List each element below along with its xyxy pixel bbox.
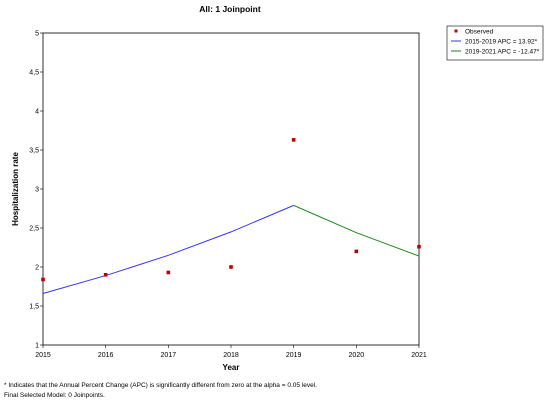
x-tick-label: 2015 <box>35 352 51 359</box>
series-lines <box>42 204 420 295</box>
y-tick-label: 2 <box>35 265 39 272</box>
y-axis-ticks: 1 1,5 2 2,5 3 3,5 4 4,5 5 <box>29 31 43 350</box>
y-tick-label: 4 <box>35 109 39 116</box>
x-axis-title: Year <box>223 363 240 372</box>
y-tick-label: 4,5 <box>29 70 39 77</box>
legend-series-1-label: 2015-2019 APC = 13.92* <box>465 39 538 46</box>
x-tick-label: 2019 <box>286 352 302 359</box>
y-axis-title: Hospitalization rate <box>11 152 20 226</box>
legend-observed-marker <box>454 29 458 33</box>
observed-points <box>41 138 421 282</box>
series-line-1 <box>42 204 294 295</box>
observed-point <box>41 277 45 282</box>
y-tick-label: 3,5 <box>29 148 39 155</box>
y-tick-label: 1 <box>35 343 39 350</box>
footnote-model: Final Selected Model: 0 Joinpoints. <box>4 392 105 399</box>
x-tick-label: 2021 <box>411 352 427 359</box>
legend-observed-label: Observed <box>465 29 494 36</box>
y-tick-label: 1,5 <box>29 304 39 311</box>
legend-box <box>446 25 544 61</box>
chart-title: All: 1 Joinpoint <box>199 4 261 14</box>
y-tick-label: 2,5 <box>29 226 39 233</box>
series-line-2 <box>293 204 420 257</box>
x-tick-label: 2016 <box>98 352 114 359</box>
x-axis-ticks: 2015 2016 2017 2018 2019 2020 2021 <box>35 345 427 359</box>
observed-point <box>166 270 171 275</box>
y-tick-label: 5 <box>35 31 39 38</box>
observed-point <box>291 138 296 142</box>
observed-point <box>417 244 421 249</box>
footnote-apc: * Indicates that the Annual Percent Chan… <box>4 382 317 389</box>
legend-series-2-label: 2019-2021 APC = -12.47* <box>465 49 540 56</box>
plot-area <box>42 32 420 346</box>
legend: Observed 2015-2019 APC = 13.92* 2019-202… <box>446 25 544 61</box>
y-tick-label: 3 <box>35 187 39 194</box>
x-tick-label: 2017 <box>161 352 177 359</box>
x-tick-label: 2020 <box>349 352 365 359</box>
observed-point <box>354 249 359 254</box>
observed-point <box>103 273 108 277</box>
observed-point <box>229 265 233 269</box>
x-tick-label: 2018 <box>223 352 239 359</box>
